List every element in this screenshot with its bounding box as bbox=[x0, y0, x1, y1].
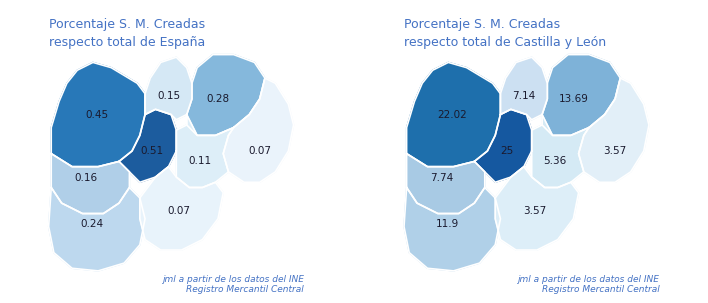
Polygon shape bbox=[474, 109, 532, 182]
Polygon shape bbox=[406, 154, 485, 214]
Polygon shape bbox=[119, 109, 176, 182]
Polygon shape bbox=[51, 62, 145, 167]
Text: 0.15: 0.15 bbox=[157, 91, 180, 101]
Text: respecto total de España: respecto total de España bbox=[49, 36, 205, 49]
Text: 11.9: 11.9 bbox=[435, 219, 459, 229]
Text: 13.69: 13.69 bbox=[559, 94, 588, 104]
Text: 3.57: 3.57 bbox=[523, 206, 546, 216]
Text: 5.36: 5.36 bbox=[544, 156, 567, 166]
Polygon shape bbox=[139, 167, 223, 250]
Polygon shape bbox=[223, 78, 294, 182]
Polygon shape bbox=[49, 188, 145, 271]
Polygon shape bbox=[145, 57, 192, 120]
Text: 0.11: 0.11 bbox=[188, 156, 211, 166]
Text: Porcentaje S. M. Creadas: Porcentaje S. M. Creadas bbox=[404, 18, 560, 31]
Text: jml a partir de los datos del INE
Registro Mercantil Central: jml a partir de los datos del INE Regist… bbox=[162, 275, 304, 294]
Text: 0.16: 0.16 bbox=[75, 173, 98, 183]
Text: 3.57: 3.57 bbox=[603, 146, 627, 156]
Text: 0.51: 0.51 bbox=[140, 146, 163, 156]
Polygon shape bbox=[532, 115, 589, 188]
Polygon shape bbox=[176, 115, 234, 188]
Text: 22.02: 22.02 bbox=[438, 109, 467, 120]
Text: jml a partir de los datos del INE
Registro Mercantil Central: jml a partir de los datos del INE Regist… bbox=[518, 275, 659, 294]
Text: 0.45: 0.45 bbox=[85, 109, 108, 120]
Polygon shape bbox=[501, 57, 547, 120]
Text: 7.14: 7.14 bbox=[513, 91, 535, 101]
Text: respecto total de Castilla y León: respecto total de Castilla y León bbox=[404, 36, 606, 49]
Text: Porcentaje S. M. Creadas: Porcentaje S. M. Creadas bbox=[49, 18, 205, 31]
Polygon shape bbox=[578, 78, 649, 182]
Text: 0.24: 0.24 bbox=[80, 219, 103, 229]
Polygon shape bbox=[495, 167, 578, 250]
Text: 0.07: 0.07 bbox=[167, 206, 190, 216]
Polygon shape bbox=[51, 154, 130, 214]
Text: 0.28: 0.28 bbox=[207, 94, 229, 104]
Polygon shape bbox=[187, 55, 265, 135]
Polygon shape bbox=[404, 188, 501, 271]
Polygon shape bbox=[406, 62, 501, 167]
Text: 0.07: 0.07 bbox=[249, 146, 271, 156]
Text: 7.74: 7.74 bbox=[430, 173, 453, 183]
Polygon shape bbox=[542, 55, 620, 135]
Text: 25: 25 bbox=[501, 146, 513, 156]
